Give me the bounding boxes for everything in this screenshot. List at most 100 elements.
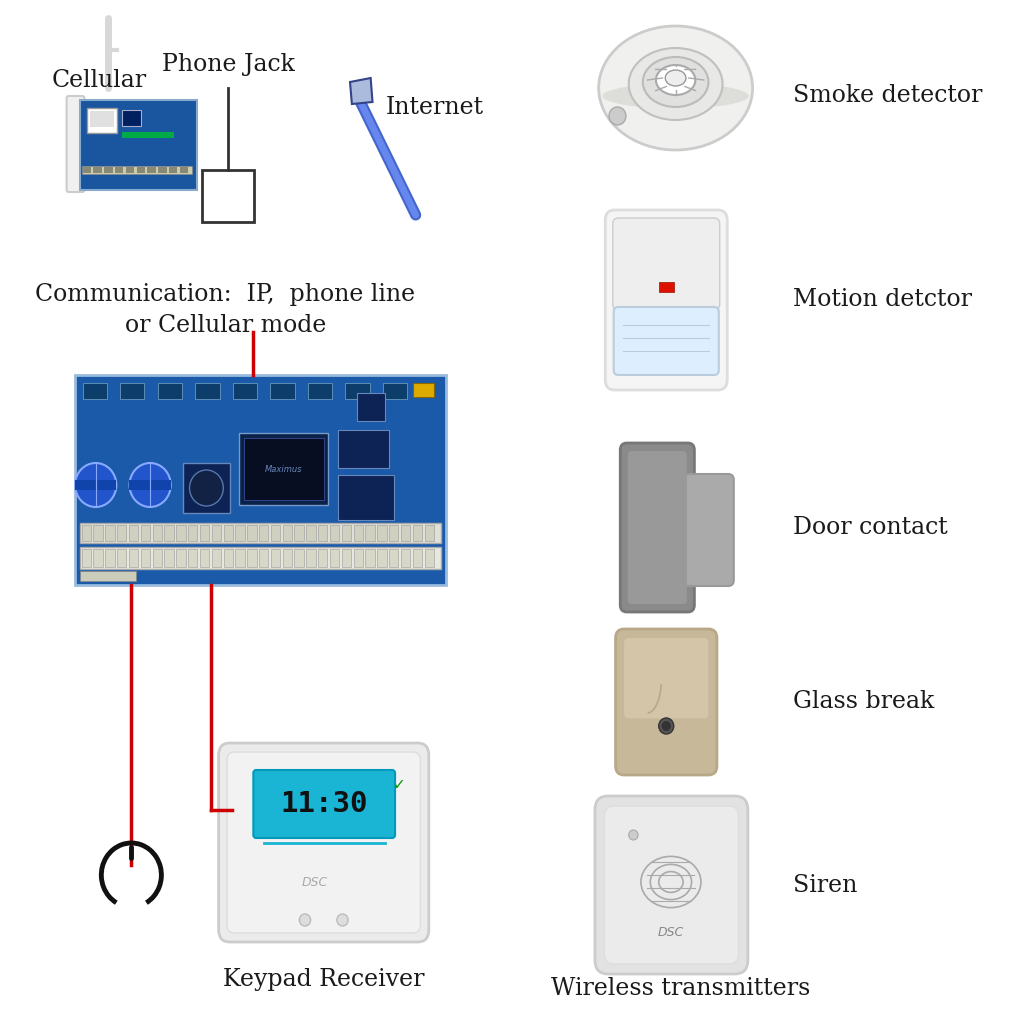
Bar [117, 549, 127, 567]
Bar [81, 525, 91, 541]
Bar [126, 167, 134, 173]
Circle shape [130, 463, 170, 507]
Bar [164, 525, 173, 541]
FancyBboxPatch shape [683, 474, 734, 586]
Bar [176, 549, 186, 567]
Bar [259, 549, 269, 567]
Bar [90, 111, 115, 127]
Bar [283, 549, 292, 567]
Bar [338, 475, 394, 520]
Bar [212, 549, 221, 567]
Bar [80, 523, 441, 543]
Bar [232, 383, 258, 399]
Text: Internet: Internet [385, 96, 484, 120]
Bar [105, 549, 115, 567]
Text: Smoke detector: Smoke detector [793, 85, 983, 108]
Bar [75, 480, 117, 490]
Bar [122, 110, 141, 126]
Text: 11:30: 11:30 [281, 790, 368, 818]
Bar [169, 167, 177, 173]
Bar [117, 525, 127, 541]
Bar [659, 282, 673, 292]
Bar [157, 383, 183, 399]
Circle shape [659, 718, 673, 734]
Circle shape [609, 106, 626, 125]
Ellipse shape [598, 26, 752, 150]
Bar [338, 430, 389, 468]
Circle shape [629, 830, 638, 840]
Bar [147, 167, 156, 173]
Bar [377, 549, 386, 567]
Bar [271, 383, 295, 399]
Text: Communication:  IP,  phone line
or Cellular mode: Communication: IP, phone line or Cellula… [35, 283, 416, 338]
Bar [223, 525, 233, 541]
Bar [188, 549, 198, 567]
Ellipse shape [656, 65, 696, 95]
Bar [342, 549, 351, 567]
FancyBboxPatch shape [605, 210, 727, 390]
Bar [283, 525, 292, 541]
Text: Wireless transmitters: Wireless transmitters [551, 977, 810, 1000]
Bar [130, 480, 170, 490]
Bar [330, 525, 340, 541]
Bar [244, 438, 323, 500]
FancyBboxPatch shape [595, 796, 748, 974]
FancyBboxPatch shape [624, 638, 709, 719]
Text: Glass break: Glass break [793, 690, 934, 714]
Bar [93, 167, 101, 173]
Bar [318, 525, 328, 541]
Bar [377, 525, 386, 541]
Circle shape [299, 914, 310, 926]
Bar [129, 549, 138, 567]
Bar [271, 549, 280, 567]
Bar [158, 167, 166, 173]
Bar [247, 549, 257, 567]
FancyBboxPatch shape [219, 743, 429, 942]
Bar [81, 166, 193, 174]
Bar [342, 525, 351, 541]
Bar [271, 525, 280, 541]
Text: Cellular: Cellular [52, 69, 147, 92]
Text: Door contact: Door contact [793, 515, 948, 539]
Circle shape [661, 721, 671, 731]
Bar [223, 549, 233, 567]
FancyBboxPatch shape [612, 218, 720, 310]
Bar [389, 525, 399, 541]
Bar [357, 393, 384, 421]
Bar [413, 549, 422, 567]
Bar [247, 525, 257, 541]
Bar [202, 170, 255, 222]
Bar [354, 525, 363, 541]
Bar [152, 549, 162, 567]
Ellipse shape [643, 57, 709, 106]
Bar [141, 525, 150, 541]
Bar [383, 383, 408, 399]
FancyBboxPatch shape [604, 806, 738, 964]
FancyBboxPatch shape [621, 443, 695, 612]
Bar [80, 547, 441, 569]
Text: DSC: DSC [658, 926, 684, 939]
Bar [176, 525, 186, 541]
Bar [413, 383, 434, 397]
Ellipse shape [602, 84, 748, 109]
Text: DSC: DSC [301, 876, 328, 889]
Circle shape [337, 914, 348, 926]
Bar [401, 525, 411, 541]
Bar [75, 375, 446, 585]
Text: Siren: Siren [793, 873, 857, 896]
FancyBboxPatch shape [67, 96, 84, 193]
FancyBboxPatch shape [80, 100, 197, 190]
Bar [306, 549, 315, 567]
FancyBboxPatch shape [613, 307, 719, 375]
Bar [93, 525, 102, 541]
Bar [346, 383, 370, 399]
Text: ✓: ✓ [392, 777, 406, 793]
Bar [183, 463, 230, 513]
Bar [82, 167, 91, 173]
Text: Maximus: Maximus [265, 465, 302, 473]
Polygon shape [350, 78, 372, 104]
Bar [93, 549, 102, 567]
Bar [80, 571, 136, 581]
Bar [105, 525, 115, 541]
Bar [122, 132, 173, 138]
